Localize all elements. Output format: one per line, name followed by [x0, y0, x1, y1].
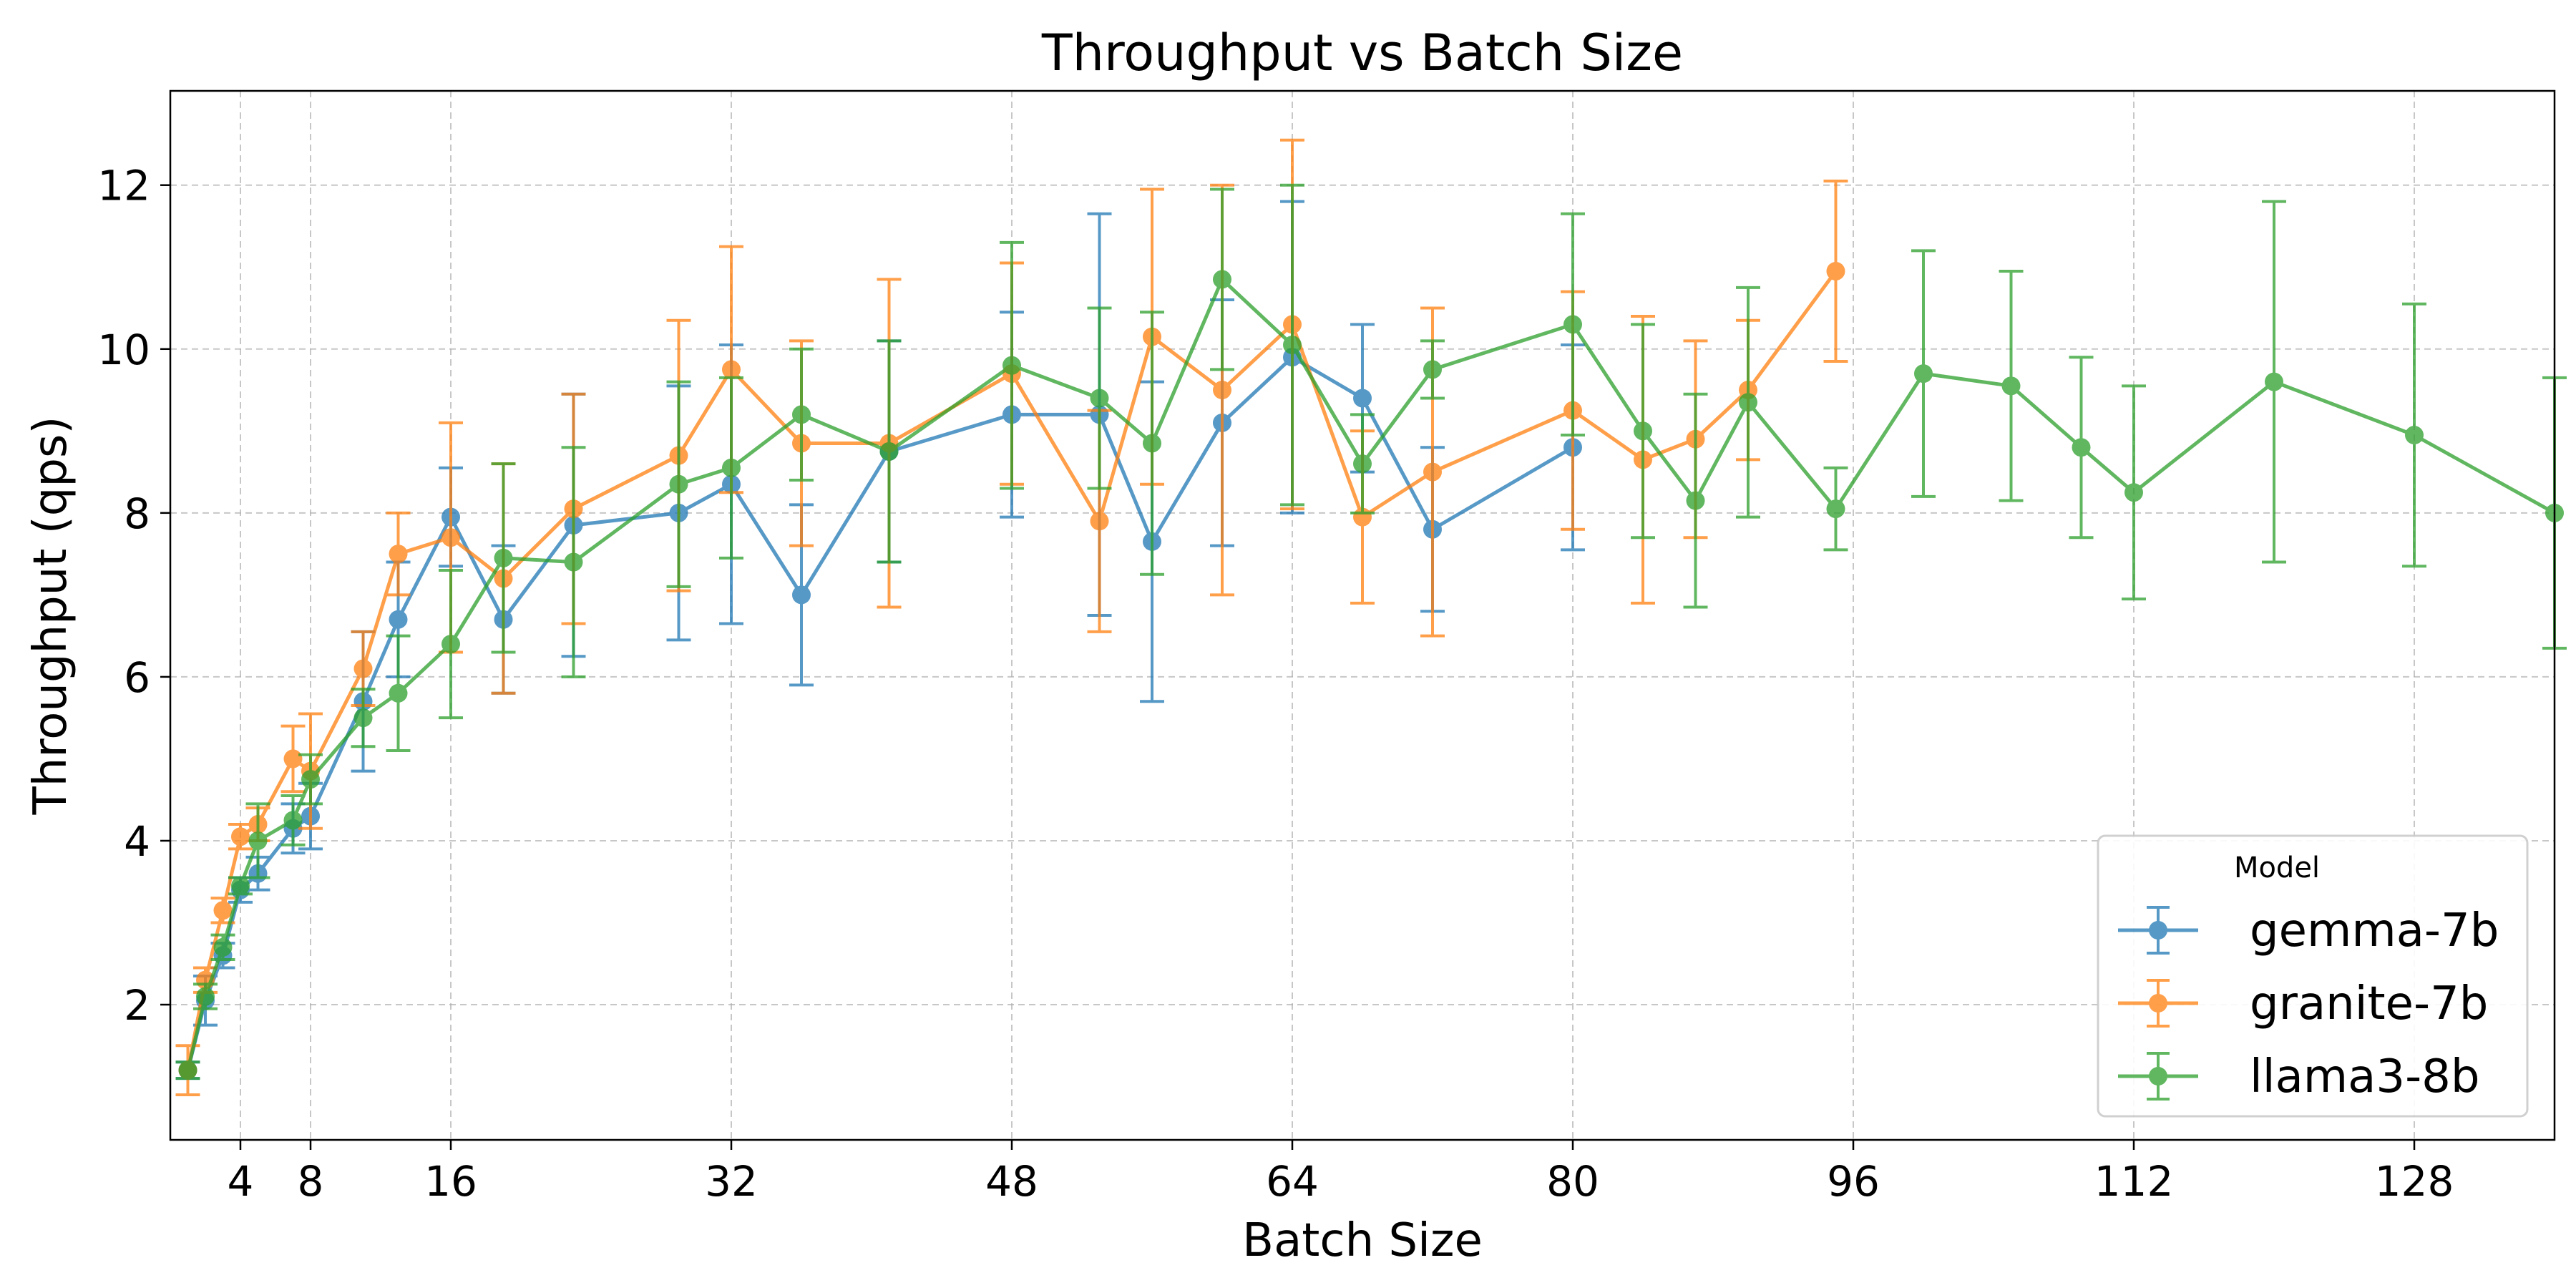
legend-title: Model [2234, 852, 2320, 884]
data-point [213, 937, 233, 957]
data-point [389, 545, 408, 564]
data-point [1353, 389, 1372, 408]
data-point [231, 827, 250, 847]
data-point [301, 770, 320, 789]
data-point [283, 749, 303, 769]
legend: Model gemma-7b granite-7b llama3-8b [2097, 834, 2529, 1118]
y-tick-label: 4 [124, 817, 150, 866]
data-point [196, 987, 215, 1006]
legend-label: gemma-7b [2250, 904, 2499, 957]
data-point [494, 548, 513, 567]
legend-label: llama3-8b [2250, 1050, 2480, 1103]
legend-items: gemma-7b granite-7b llama3-8b [2118, 904, 2499, 1103]
data-point [2001, 376, 2021, 396]
legend-item-gemma-7b [2118, 906, 2198, 955]
legend-marker [2149, 921, 2167, 940]
x-tick-label: 4 [228, 1157, 254, 1206]
data-point [389, 610, 408, 629]
data-point [178, 1060, 197, 1080]
series-layer [175, 138, 2567, 1097]
data-point [792, 405, 811, 424]
data-point [669, 474, 688, 494]
y-tick-label: 2 [124, 981, 150, 1030]
x-tick-label: 96 [1827, 1157, 1880, 1206]
data-point [1090, 512, 1109, 531]
data-point [1353, 454, 1372, 474]
legend-label: granite-7b [2250, 977, 2488, 1030]
data-point [792, 585, 811, 605]
data-point [2072, 438, 2091, 457]
y-axis-label: Throughput (qps) [24, 416, 77, 816]
data-point [1423, 462, 1442, 482]
series-llama3-8b [175, 183, 2567, 1080]
data-point [1686, 491, 1705, 510]
data-point [2265, 372, 2283, 391]
data-point [1563, 315, 1582, 334]
legend-item-llama3-8b [2118, 1052, 2198, 1101]
x-tick-label: 128 [2375, 1157, 2454, 1206]
data-point [1826, 261, 1845, 280]
data-point [441, 528, 460, 547]
x-axis-label: Batch Size [1242, 1214, 1483, 1267]
x-tick-label: 112 [2094, 1157, 2174, 1206]
y-tick-label: 10 [97, 326, 150, 374]
data-point [389, 683, 408, 703]
data-point [2405, 426, 2424, 445]
data-point [353, 659, 373, 678]
y-tick-label: 12 [97, 162, 150, 210]
data-point [441, 635, 460, 654]
x-tick-label: 80 [1546, 1157, 1599, 1206]
x-tick-label: 64 [1266, 1157, 1319, 1206]
data-point [2124, 483, 2143, 502]
data-point [879, 441, 899, 461]
x-tick-label: 48 [985, 1157, 1038, 1206]
data-point [722, 458, 741, 477]
data-point [1283, 336, 1302, 355]
data-point [1423, 360, 1442, 379]
data-point [1914, 364, 1933, 384]
data-point [1739, 393, 1757, 412]
data-point [1213, 270, 1231, 289]
data-point [231, 876, 250, 895]
data-point [1002, 356, 1021, 375]
x-tick-label: 8 [298, 1157, 324, 1206]
data-point [1634, 421, 1652, 441]
y-tick-label: 6 [124, 653, 150, 702]
series-line [186, 270, 1838, 1071]
data-point [1213, 381, 1231, 400]
data-point [353, 708, 373, 728]
legend-item-granite-7b [2118, 979, 2198, 1028]
chart-title: Throughput vs Batch Size [1041, 24, 1683, 82]
data-point [1090, 389, 1109, 408]
data-point [564, 552, 583, 572]
y-tick-label: 8 [124, 489, 150, 538]
data-point [213, 901, 233, 920]
data-point [283, 811, 303, 830]
legend-marker [2149, 994, 2167, 1013]
data-point [1826, 499, 1845, 519]
data-point [1143, 434, 1161, 453]
data-point [722, 360, 741, 379]
legend-marker [2149, 1067, 2167, 1085]
legend-box [2097, 834, 2529, 1118]
x-tick-label: 32 [705, 1157, 758, 1206]
data-point [248, 831, 268, 850]
x-tick-label: 16 [424, 1157, 477, 1206]
plot-frame [169, 89, 2556, 1141]
